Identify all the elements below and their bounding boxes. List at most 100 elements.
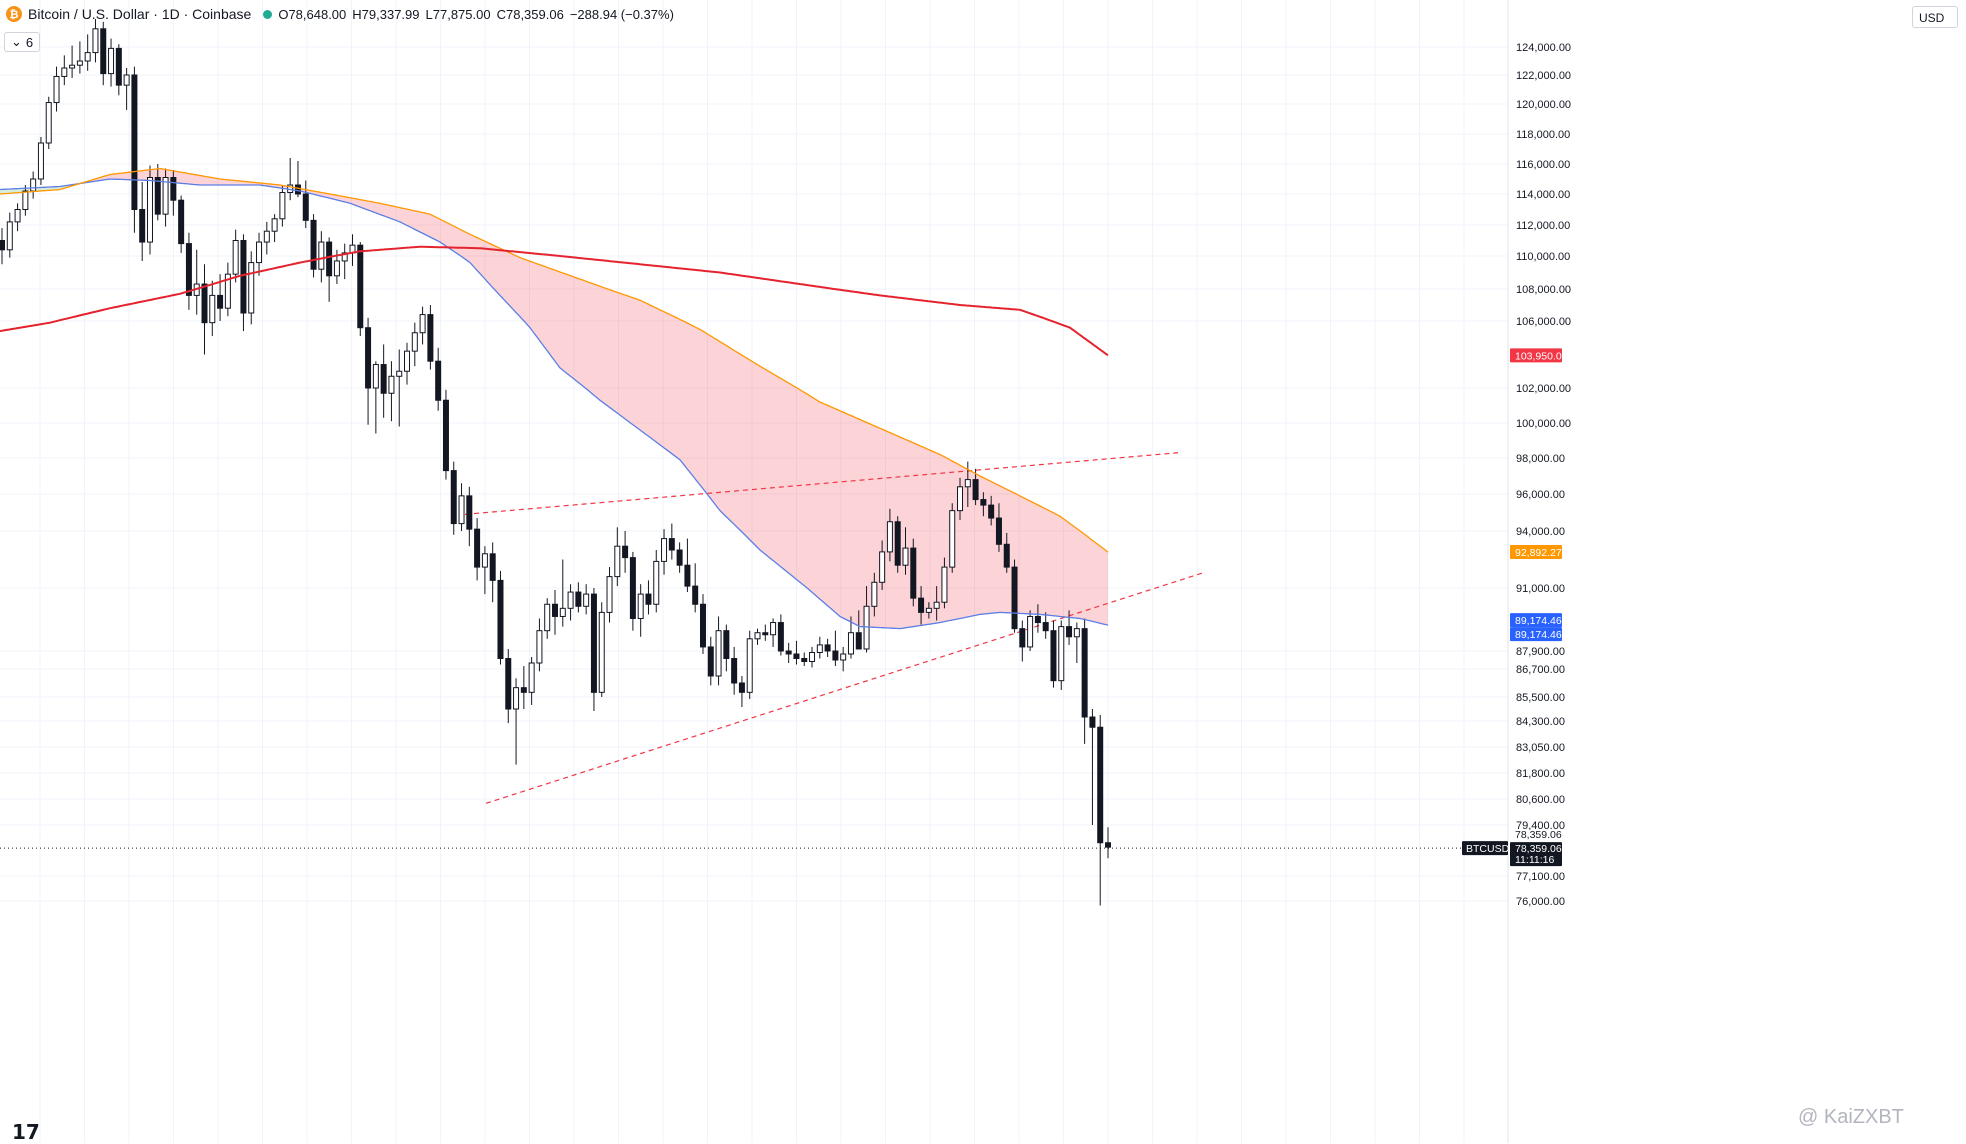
candle [777,614,784,656]
symbol-title[interactable]: Bitcoin / U.S. Dollar · 1D · Coinbase [28,6,252,22]
candle-body [162,177,169,215]
candle-body [1034,615,1041,624]
candle-body [614,545,621,578]
candle [22,185,29,216]
candle-body [957,486,964,512]
candle-body [497,579,504,660]
candle-body [396,370,403,377]
candle [995,503,1002,552]
candle [372,361,379,434]
candle-body [1019,628,1026,648]
candle [302,180,309,229]
candlesticks [0,19,1111,906]
candle [6,212,13,258]
price-tick-label: 94,000.00 [1516,526,1565,538]
candle-body [302,193,309,221]
candle [326,237,333,302]
candle [232,229,239,283]
candle-body [1011,566,1018,630]
last-price-axis-text: 78,359.06 [1515,829,1562,841]
candle [100,21,107,86]
candle [707,636,714,686]
candle-body [372,364,379,389]
candle-body [248,262,255,314]
candle [1003,532,1010,573]
candle-body [1050,630,1057,682]
candle-body [871,581,878,607]
candle [723,624,730,672]
candle-body [1073,628,1080,638]
candle [661,529,668,575]
tradingview-logo-icon[interactable]: 17 [12,1120,40,1144]
candle-body [590,593,597,693]
candle-body [637,593,644,619]
candle [489,542,496,603]
price-tick-label: 79,400.00 [1516,820,1565,832]
candle-body [279,192,286,220]
candle-body [84,52,91,62]
candle [505,648,512,724]
candle-body [108,47,115,75]
candle [918,586,925,625]
candle-body [61,67,68,77]
indicator-count: 6 [25,34,34,50]
candle [606,567,613,623]
candle-body [1058,626,1065,682]
indicators-toggle-button[interactable]: ⌄ 6 [4,32,41,52]
candle-body [598,611,605,693]
open-value: 78,648.00 [288,6,347,22]
change-value: −288.94 (−0.37%) [569,6,674,22]
sma-price-label: 103,950.04 [1510,348,1568,363]
candle [801,652,808,666]
candle [816,636,823,659]
candle-body [809,652,816,662]
candle-body [318,241,325,270]
candle [824,638,831,657]
svg-text:92,892.27: 92,892.27 [1515,547,1562,559]
candle [886,508,893,562]
candle-body [224,273,231,309]
candle [731,646,738,695]
candle [396,349,403,427]
candle [53,66,60,112]
candle-body [76,60,83,66]
candle [435,347,442,411]
candle [738,676,745,707]
candle [201,264,208,355]
candle-body [45,102,52,144]
candle-body [653,560,660,605]
trendline [464,452,1179,515]
candle [357,242,364,337]
candle [957,477,964,520]
candle-body [466,495,473,530]
candle-body [972,479,979,501]
price-axis[interactable]: 124,000.00 122,000.00 120,000.00 118,000.00… [1462,0,1571,1143]
candle [1066,610,1073,645]
candle-body [341,252,348,262]
candle [84,34,91,71]
candle-body [450,470,457,525]
candle [263,221,270,255]
candle [419,306,426,345]
symbol-header[interactable]: ₿ Bitcoin / U.S. Dollar · 1D · Coinbase … [6,6,674,22]
candle-body [995,517,1002,545]
candle-body [988,504,995,519]
price-tick-label: 122,000.00 [1516,70,1571,82]
candle-body [505,658,512,710]
candle [567,584,574,621]
candle [123,68,130,110]
candle [240,234,247,332]
candle-body [427,314,434,362]
candle [980,492,987,517]
ema-fast-line [0,178,1109,630]
candle [450,461,457,535]
candle [528,657,535,705]
candle-body [442,399,449,472]
svg-text:BTCUSD: BTCUSD [1466,843,1510,855]
candle [178,195,185,253]
candle [224,262,231,317]
currency-button[interactable]: USD [1912,6,1958,28]
candle-body [0,240,5,251]
candle-body [731,658,738,684]
